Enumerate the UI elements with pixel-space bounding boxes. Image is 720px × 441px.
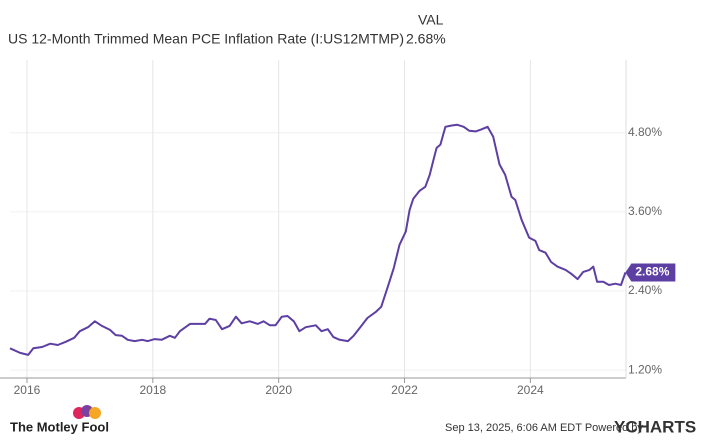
x-tick-label: 2022 — [391, 383, 418, 397]
legend-name: US 12-Month Trimmed Mean PCE Inflation R… — [8, 31, 404, 47]
motley-fool-logo — [73, 405, 101, 419]
x-tick-label: 2024 — [517, 383, 544, 397]
y-tick-label: 2.40% — [628, 283, 662, 297]
x-tick-label: 2016 — [14, 383, 41, 397]
y-tick-label: 1.20% — [628, 362, 662, 376]
value-header: VAL — [418, 12, 444, 28]
last-value-tag — [625, 263, 676, 282]
last-value-label: 2.68% — [635, 265, 669, 279]
x-tick-label: 2018 — [139, 383, 166, 397]
provider: YCHARTS — [614, 417, 696, 436]
x-tick-label: 2020 — [265, 383, 292, 397]
legend-value: 2.68% — [406, 31, 446, 47]
y-tick-label: 3.60% — [628, 204, 662, 218]
timestamp: Sep 13, 2025, 6:06 AM EDT Powered by — [445, 422, 643, 434]
brand: The Motley Fool — [10, 419, 109, 434]
line — [9, 123, 627, 356]
y-tick-label: 4.80% — [628, 125, 662, 139]
